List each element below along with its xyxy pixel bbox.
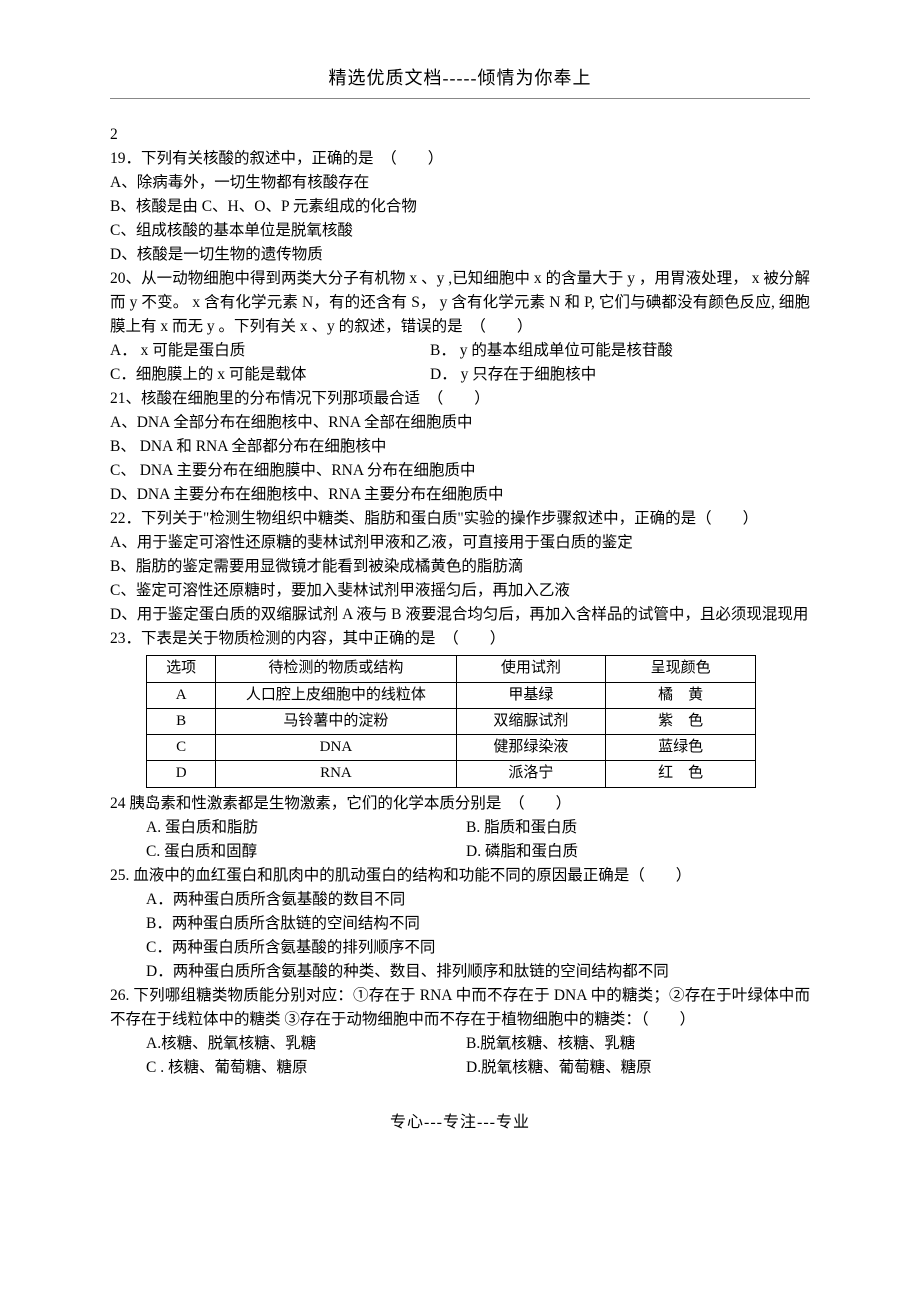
- table-row: C DNA 健那绿染液 蓝绿色: [147, 735, 756, 761]
- q26-opt-b: B.脱氧核糖、核糖、乳糖: [466, 1032, 810, 1056]
- q24-opt-c: C. 蛋白质和固醇: [146, 840, 466, 864]
- q19-opt-b: B、核酸是由 C、H、O、P 元素组成的化合物: [110, 195, 810, 219]
- q23-table: 选项 待检测的物质或结构 使用试剂 呈现颜色 A 人口腔上皮细胞中的线粒体 甲基…: [146, 655, 756, 787]
- table-cell: DNA: [216, 735, 456, 761]
- table-header: 呈现颜色: [606, 656, 756, 682]
- q21-opt-c: C、 DNA 主要分布在细胞膜中、RNA 分布在细胞质中: [110, 459, 810, 483]
- q26-opt-d: D.脱氧核糖、葡萄糖、糖原: [466, 1056, 810, 1080]
- table-cell: 橘 黄: [606, 682, 756, 708]
- table-row: 选项 待检测的物质或结构 使用试剂 呈现颜色: [147, 656, 756, 682]
- table-cell: 健那绿染液: [456, 735, 606, 761]
- q24-opt-d: D. 磷脂和蛋白质: [466, 840, 810, 864]
- content: 2 19．下列有关核酸的叙述中，正确的是 （ ） A、除病毒外，一切生物都有核酸…: [110, 123, 810, 1080]
- table-row: A 人口腔上皮细胞中的线粒体 甲基绿 橘 黄: [147, 682, 756, 708]
- table-cell: 红 色: [606, 761, 756, 787]
- table-cell: D: [147, 761, 216, 787]
- q20-opt-b: B． y 的基本组成单位可能是核苷酸: [430, 339, 810, 363]
- table-cell: 紫 色: [606, 708, 756, 734]
- table-cell: C: [147, 735, 216, 761]
- table-header: 选项: [147, 656, 216, 682]
- q26-opt-c: C . 核糖、葡萄糖、糖原: [146, 1056, 466, 1080]
- q21-opt-b: B、 DNA 和 RNA 全部都分布在细胞核中: [110, 435, 810, 459]
- q21-stem: 21、核酸在细胞里的分布情况下列那项最合适 （ ）: [110, 387, 810, 411]
- q25-stem: 25. 血液中的血红蛋白和肌肉中的肌动蛋白的结构和功能不同的原因最正确是（ ）: [110, 864, 810, 888]
- q26-stem: 26. 下列哪组糖类物质能分别对应：①存在于 RNA 中而不存在于 DNA 中的…: [110, 984, 810, 1032]
- q21-opt-a: A、DNA 全部分布在细胞核中、RNA 全部在细胞质中: [110, 411, 810, 435]
- q19-opt-d: D、核酸是一切生物的遗传物质: [110, 243, 810, 267]
- q19-stem: 19．下列有关核酸的叙述中，正确的是 （ ）: [110, 147, 810, 171]
- q25-opt-d: D．两种蛋白质所含氨基酸的种类、数目、排列顺序和肽链的空间结构都不同: [110, 960, 810, 984]
- q20-opt-a: A． x 可能是蛋白质: [110, 339, 430, 363]
- table-row: B 马铃薯中的淀粉 双缩脲试剂 紫 色: [147, 708, 756, 734]
- q22-opt-a: A、用于鉴定可溶性还原糖的斐林试剂甲液和乙液，可直接用于蛋白质的鉴定: [110, 531, 810, 555]
- q22-opt-b: B、脂肪的鉴定需要用显微镜才能看到被染成橘黄色的脂肪滴: [110, 555, 810, 579]
- q20-opt-c: C．细胞膜上的 x 可能是载体: [110, 363, 430, 387]
- q24-opt-b: B. 脂质和蛋白质: [466, 816, 810, 840]
- table-header: 待检测的物质或结构: [216, 656, 456, 682]
- table-cell: B: [147, 708, 216, 734]
- q22-opt-d: D、用于鉴定蛋白质的双缩脲试剂 A 液与 B 液要混合均匀后，再加入含样品的试管…: [110, 603, 810, 627]
- q25-opt-b: B．两种蛋白质所含肽链的空间结构不同: [110, 912, 810, 936]
- q26-opt-a: A.核糖、脱氧核糖、乳糖: [146, 1032, 466, 1056]
- q23-stem: 23．下表是关于物质检测的内容，其中正确的是 （ ）: [110, 627, 810, 651]
- page-footer: 专心---专注---专业: [110, 1108, 810, 1132]
- q25-opt-a: A．两种蛋白质所含氨基酸的数目不同: [110, 888, 810, 912]
- table-cell: 甲基绿: [456, 682, 606, 708]
- q20-opt-d: D． y 只存在于细胞核中: [430, 363, 810, 387]
- q19-opt-a: A、除病毒外，一切生物都有核酸存在: [110, 171, 810, 195]
- q19-opt-c: C、组成核酸的基本单位是脱氧核酸: [110, 219, 810, 243]
- table-cell: 双缩脲试剂: [456, 708, 606, 734]
- q22-stem: 22．下列关于"检测生物组织中糖类、脂肪和蛋白质"实验的操作步骤叙述中，正确的是…: [110, 507, 810, 531]
- table-cell: 人口腔上皮细胞中的线粒体: [216, 682, 456, 708]
- q20-stem: 20、从一动物细胞中得到两类大分子有机物 x 、y ,已知细胞中 x 的含量大于…: [110, 267, 810, 339]
- table-cell: 马铃薯中的淀粉: [216, 708, 456, 734]
- table-cell: A: [147, 682, 216, 708]
- table-row: D RNA 派洛宁 红 色: [147, 761, 756, 787]
- q24-stem: 24 胰岛素和性激素都是生物激素，它们的化学本质分别是 （ ）: [110, 792, 810, 816]
- q24-opt-a: A. 蛋白质和脂肪: [146, 816, 466, 840]
- lead-number: 2: [110, 123, 810, 147]
- q25-opt-c: C．两种蛋白质所含氨基酸的排列顺序不同: [110, 936, 810, 960]
- page-header: 精选优质文档-----倾情为你奉上: [110, 64, 810, 90]
- q21-opt-d: D、DNA 主要分布在细胞核中、RNA 主要分布在细胞质中: [110, 483, 810, 507]
- table-cell: 派洛宁: [456, 761, 606, 787]
- header-rule: [110, 98, 810, 99]
- q22-opt-c: C、鉴定可溶性还原糖时，要加入斐林试剂甲液摇匀后，再加入乙液: [110, 579, 810, 603]
- page: 精选优质文档-----倾情为你奉上 2 19．下列有关核酸的叙述中，正确的是 （…: [0, 0, 920, 1172]
- table-cell: RNA: [216, 761, 456, 787]
- table-header: 使用试剂: [456, 656, 606, 682]
- table-cell: 蓝绿色: [606, 735, 756, 761]
